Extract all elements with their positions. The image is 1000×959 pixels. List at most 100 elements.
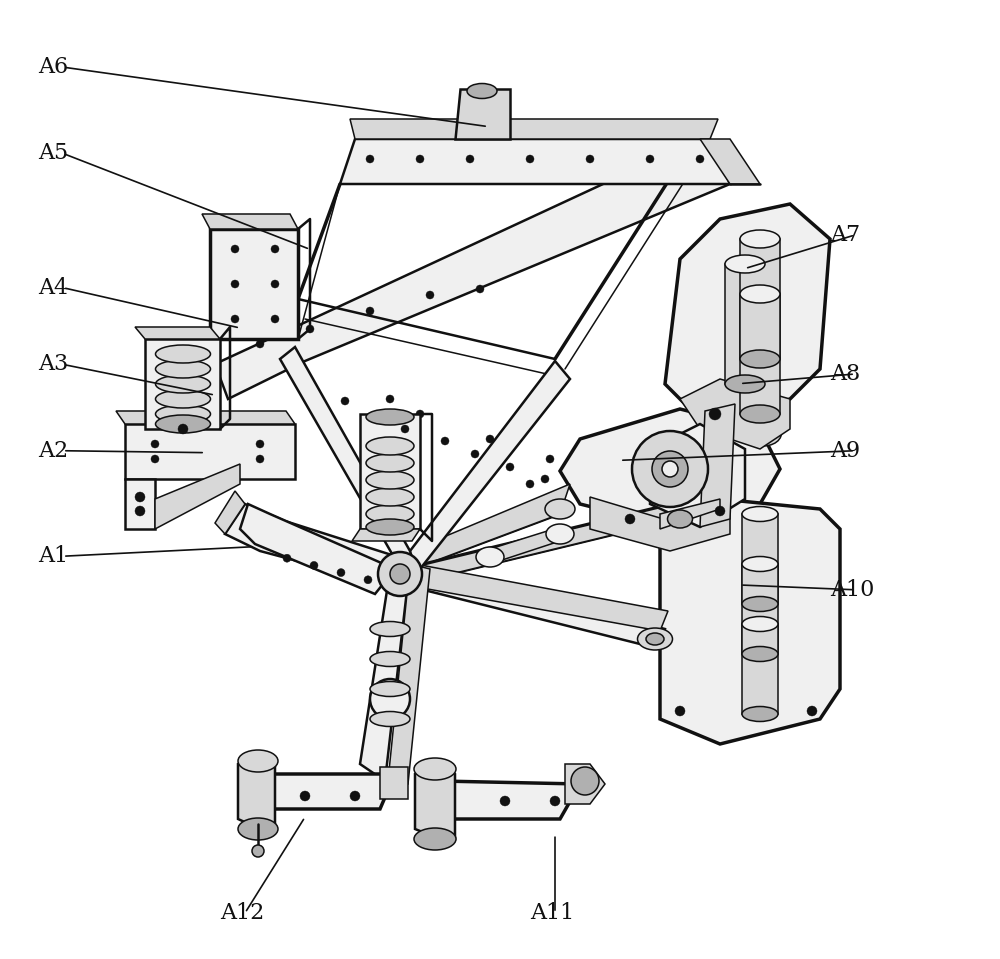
Ellipse shape [366,454,414,472]
Polygon shape [455,89,510,139]
Polygon shape [590,497,730,551]
Ellipse shape [156,375,210,393]
Polygon shape [400,494,565,574]
Polygon shape [135,327,220,339]
Ellipse shape [414,758,456,780]
Circle shape [662,461,678,477]
Circle shape [252,845,264,857]
Polygon shape [238,754,275,829]
Circle shape [390,564,410,584]
Ellipse shape [668,510,692,528]
Circle shape [586,155,594,163]
Circle shape [476,285,484,293]
Ellipse shape [545,499,575,519]
Polygon shape [400,484,570,574]
Circle shape [366,155,374,163]
Circle shape [426,291,434,299]
Polygon shape [388,564,430,784]
Ellipse shape [742,617,778,631]
Text: A10: A10 [830,579,874,600]
Polygon shape [155,464,240,529]
Polygon shape [665,204,830,429]
Polygon shape [742,564,778,654]
Circle shape [471,450,479,458]
Circle shape [486,435,494,443]
Circle shape [466,155,474,163]
Polygon shape [240,774,265,809]
Text: A1: A1 [38,546,68,567]
Circle shape [696,155,704,163]
Ellipse shape [725,375,765,393]
Circle shape [625,514,635,524]
Circle shape [401,425,409,433]
Circle shape [231,315,239,323]
Ellipse shape [156,405,210,423]
Ellipse shape [740,230,780,248]
Polygon shape [395,361,570,574]
Polygon shape [225,504,420,587]
Ellipse shape [370,679,410,719]
Polygon shape [410,504,675,584]
Polygon shape [700,404,735,527]
Circle shape [364,575,372,584]
Polygon shape [215,491,245,534]
Circle shape [256,455,264,463]
Polygon shape [660,499,840,744]
Text: A6: A6 [38,57,68,78]
Ellipse shape [370,621,410,637]
Circle shape [506,463,514,471]
Circle shape [151,455,159,463]
Ellipse shape [740,350,780,368]
Circle shape [231,245,239,253]
Ellipse shape [382,562,398,587]
Polygon shape [742,624,778,714]
Ellipse shape [366,471,414,489]
Ellipse shape [238,818,278,840]
Circle shape [441,437,449,445]
Polygon shape [740,294,780,414]
Polygon shape [125,424,295,479]
Circle shape [652,451,688,487]
Ellipse shape [742,707,778,721]
Polygon shape [490,527,560,564]
Ellipse shape [646,633,664,645]
Circle shape [646,155,654,163]
Ellipse shape [742,596,778,612]
Text: A12: A12 [220,902,264,924]
Polygon shape [725,264,765,384]
Polygon shape [240,504,395,594]
Polygon shape [415,764,455,839]
Polygon shape [410,504,670,584]
Circle shape [300,791,310,801]
Polygon shape [340,139,730,184]
Circle shape [378,552,422,596]
Circle shape [256,440,264,448]
Polygon shape [202,214,298,229]
Circle shape [271,315,279,323]
Polygon shape [380,767,408,799]
Polygon shape [660,499,720,529]
Ellipse shape [370,682,410,696]
Text: A2: A2 [38,440,68,461]
Ellipse shape [725,255,765,273]
Text: A4: A4 [38,277,68,298]
Text: A3: A3 [38,354,68,375]
Circle shape [337,569,345,576]
Polygon shape [210,229,298,339]
Circle shape [541,475,549,483]
Circle shape [632,431,708,507]
Circle shape [231,280,239,288]
Polygon shape [360,559,410,781]
Polygon shape [415,781,440,819]
Circle shape [675,706,685,716]
Polygon shape [116,411,295,424]
Text: A5: A5 [38,143,68,164]
Circle shape [366,307,374,315]
Polygon shape [742,514,778,604]
Circle shape [271,245,279,253]
Ellipse shape [156,390,210,408]
Polygon shape [352,529,420,541]
Ellipse shape [366,519,414,535]
Ellipse shape [638,628,672,650]
Ellipse shape [370,651,410,667]
